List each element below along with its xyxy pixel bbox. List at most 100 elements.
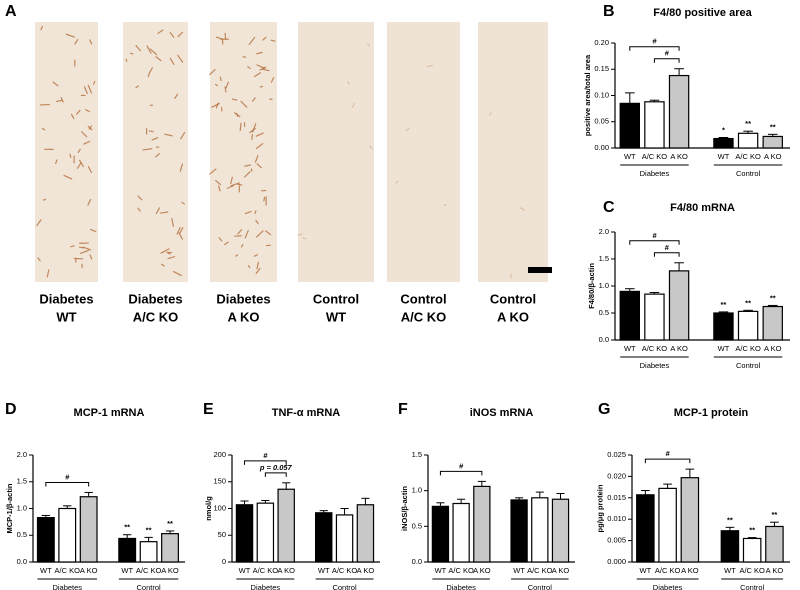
stain	[83, 140, 91, 145]
y-tick-label: 1.5	[599, 254, 609, 263]
bar	[668, 74, 690, 149]
y-tick-label: 0.020	[607, 471, 626, 480]
significance: **	[749, 526, 755, 535]
y-tick-label: 0.0	[412, 557, 422, 566]
bar	[658, 487, 677, 563]
significance: **	[745, 119, 751, 128]
stain	[270, 77, 275, 83]
stain	[247, 265, 251, 269]
group-label: Diabetes	[640, 361, 670, 370]
stain	[180, 131, 186, 140]
stain	[181, 201, 185, 205]
stain	[161, 263, 165, 267]
bar	[510, 499, 528, 563]
significance: **	[124, 523, 130, 532]
y-tick-label: 0.0	[17, 557, 27, 566]
stain	[261, 68, 270, 72]
group-label: Diabetes	[52, 583, 82, 590]
stain	[255, 230, 264, 238]
y-tick-label: 200	[213, 450, 226, 459]
stain	[151, 137, 159, 141]
x-tick-label: A KO	[552, 566, 570, 575]
micrograph	[298, 22, 374, 282]
stain	[167, 256, 176, 260]
stain	[130, 52, 134, 55]
x-tick-label: WT	[239, 566, 251, 575]
chart-title: iNOS mRNA	[470, 407, 534, 419]
x-tick-label: A KO	[357, 566, 375, 575]
y-tick-label: 0.10	[594, 90, 609, 99]
bracket-label: #	[65, 472, 70, 481]
stain	[270, 39, 276, 42]
stain	[236, 112, 239, 117]
x-tick-label: A/C KO	[735, 152, 761, 161]
x-tick-label: A/C KO	[448, 566, 474, 575]
image-label: WT	[326, 309, 346, 324]
x-tick-label: WT	[121, 566, 133, 575]
x-tick-label: A/C KO	[655, 566, 681, 575]
bracket	[244, 460, 287, 465]
bar	[644, 293, 665, 341]
y-axis-label: positive area/total area	[583, 54, 592, 136]
stain	[73, 257, 84, 260]
x-tick-label: WT	[513, 566, 525, 575]
bracket	[45, 481, 90, 487]
y-tick-label: 0.5	[599, 308, 609, 317]
stain	[83, 86, 88, 95]
y-tick-label: 150	[213, 477, 226, 486]
stain	[77, 148, 81, 153]
y-axis-label: nmol/g	[204, 496, 213, 521]
bar	[644, 101, 665, 149]
bracket-label: #	[263, 451, 268, 460]
bar	[762, 135, 783, 149]
micrograph	[478, 22, 548, 282]
stain	[157, 29, 164, 35]
stain	[179, 227, 184, 234]
stain	[36, 219, 42, 227]
stain	[302, 237, 307, 240]
stain	[74, 38, 79, 45]
bracket-label: #	[652, 37, 657, 46]
significance: **	[770, 293, 776, 302]
image-label: Control	[490, 291, 536, 306]
stain	[240, 100, 248, 108]
stain	[230, 182, 240, 187]
stain	[60, 96, 64, 103]
image-label: Diabetes	[128, 291, 182, 306]
x-tick-label: A KO	[670, 344, 688, 353]
x-tick-label: A KO	[764, 152, 782, 161]
bar	[335, 514, 354, 563]
y-tick-label: 1.5	[412, 450, 422, 459]
bracket-label: #	[665, 49, 670, 58]
stain	[259, 85, 264, 88]
stain	[244, 210, 252, 215]
significance: **	[167, 519, 173, 528]
bar	[314, 512, 333, 563]
stain	[209, 68, 216, 76]
significance: **	[772, 510, 778, 519]
bar	[737, 310, 759, 341]
stain	[70, 113, 75, 120]
micrograph	[387, 22, 460, 282]
stain	[41, 127, 46, 131]
bracket	[439, 470, 483, 476]
stain	[519, 207, 526, 211]
image-label: A/C KO	[401, 309, 447, 324]
y-tick-label: 50	[218, 530, 226, 539]
stain	[426, 64, 433, 68]
y-tick-label: 0	[222, 557, 226, 566]
stain	[225, 81, 229, 89]
x-tick-label: A KO	[681, 566, 699, 575]
stain	[256, 51, 263, 55]
y-tick-label: 0.025	[607, 450, 626, 459]
stain	[137, 207, 141, 212]
stain	[63, 174, 73, 180]
group-label: Diabetes	[251, 583, 281, 590]
chart-title: F4/80 positive area	[653, 7, 752, 19]
stain	[219, 76, 222, 82]
panel-letter: D	[5, 401, 17, 418]
x-tick-label: A/C KO	[642, 152, 668, 161]
y-tick-label: 1.0	[17, 503, 27, 512]
stain	[251, 97, 256, 102]
y-tick-label: 0.05	[594, 117, 609, 126]
